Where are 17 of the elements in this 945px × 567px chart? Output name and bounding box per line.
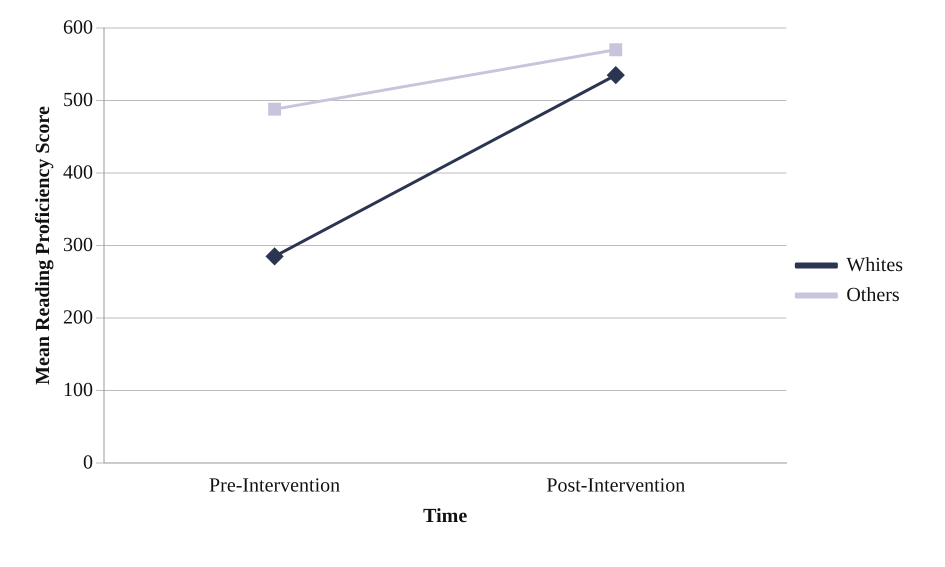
legend-label: Others [846, 284, 900, 306]
y-tick-label: 100 [63, 378, 93, 401]
y-tick-label: 600 [63, 16, 93, 38]
y-axis-title: Mean Reading Proficiency Score [32, 106, 54, 385]
y-tick-label: 300 [63, 234, 93, 256]
y-tick-label: 0 [83, 451, 93, 474]
point [607, 66, 624, 84]
x-tick-label: Pre-Intervention [209, 474, 340, 496]
point [266, 248, 284, 265]
y-tick-label: 500 [63, 88, 93, 111]
y-tick-label: 200 [63, 306, 93, 328]
point [268, 102, 282, 116]
x-tick-label: Post-Intervention [546, 474, 686, 496]
x-axis-title: Time [423, 505, 468, 528]
y-tick-label: 400 [63, 161, 93, 184]
legend-label: Whites [846, 254, 904, 276]
point [609, 43, 622, 56]
